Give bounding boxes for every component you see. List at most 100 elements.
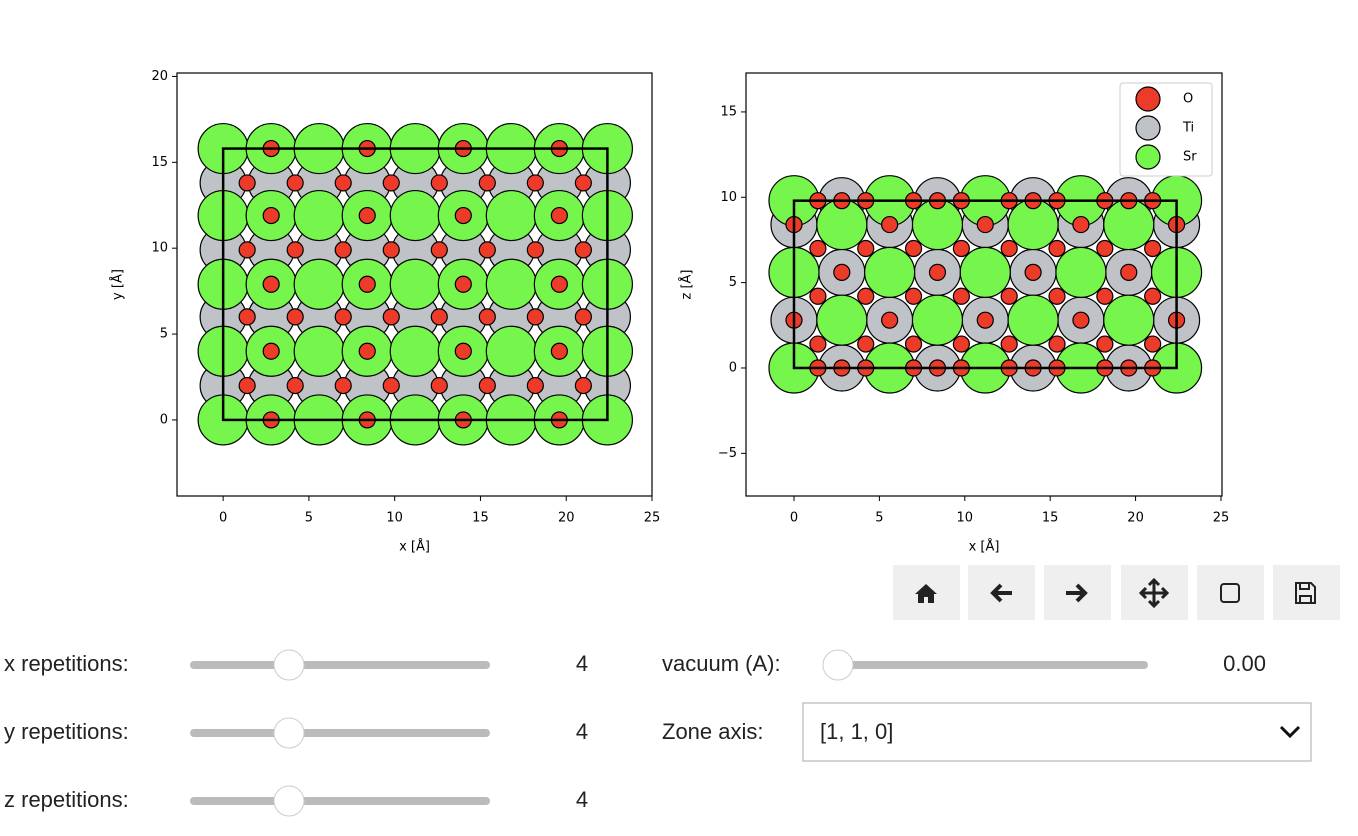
zone-axis-label: Zone axis:: [662, 719, 764, 744]
y-axis-label: y [Å]: [110, 269, 126, 300]
atom: [485, 189, 537, 242]
atom: [1096, 335, 1114, 353]
atom: [430, 376, 448, 395]
pan-icon: [1138, 577, 1170, 609]
atom: [904, 239, 923, 258]
atom: [526, 174, 544, 192]
atom: [478, 376, 496, 395]
atom: [952, 287, 970, 305]
atom: [1000, 239, 1018, 258]
atom: [238, 241, 256, 259]
atom: [857, 287, 875, 305]
slider-value: 4: [576, 651, 588, 676]
atom: [1048, 287, 1066, 305]
y-tick-label: 5: [729, 275, 737, 290]
atom: [1144, 239, 1162, 258]
atom: [430, 308, 448, 326]
atom: [262, 206, 280, 225]
x-tick-label: 15: [1042, 511, 1059, 526]
atom: [904, 287, 923, 305]
atom: [382, 174, 400, 192]
legend-label: Ti: [1182, 121, 1194, 136]
atom: [238, 308, 256, 326]
y-tick-label: 15: [151, 155, 168, 170]
atom: [952, 335, 970, 353]
toolbar: [893, 565, 1340, 620]
atom: [454, 206, 472, 225]
atom: [389, 325, 441, 377]
atom: [928, 263, 947, 281]
atom: [816, 294, 868, 346]
atom: [904, 335, 923, 353]
legend-marker: [1135, 144, 1161, 170]
atom: [293, 189, 345, 242]
axes-frame: [176, 72, 653, 497]
slider-label: x repetitions:: [4, 651, 129, 676]
atom: [286, 376, 304, 395]
slider-track: [190, 729, 490, 737]
y-tick-label: 20: [151, 69, 168, 84]
zone-axis-dropdown[interactable]: [802, 702, 1312, 762]
atom: [382, 376, 400, 395]
slider-handle[interactable]: [273, 649, 305, 681]
atom: [976, 215, 994, 234]
atom: [478, 241, 496, 259]
vacuum-value: 0.00: [1223, 651, 1266, 676]
y-axis-label: z [Å]: [679, 270, 695, 300]
unit-cell: [221, 147, 609, 422]
atom: [809, 335, 827, 353]
atom: [485, 325, 537, 377]
atom: [526, 241, 544, 259]
atom: [911, 294, 964, 346]
vacuum-track: [836, 661, 1148, 669]
slider-track: [190, 797, 490, 805]
points: [768, 175, 1203, 394]
atom: [1055, 246, 1107, 298]
x-tick-label: 10: [957, 511, 974, 526]
atom: [382, 308, 400, 326]
vacuum-handle[interactable]: [822, 649, 854, 681]
atom: [1007, 294, 1059, 346]
y-tick-label: 10: [720, 190, 737, 205]
atom: [1144, 287, 1162, 305]
y-tick-label: 0: [729, 360, 737, 375]
atom: [389, 189, 441, 242]
slider-track: [190, 661, 490, 669]
atom: [382, 241, 400, 259]
axes-frame: [745, 72, 1223, 497]
x-tick-label: 0: [219, 511, 227, 526]
x-tick-label: 0: [790, 511, 798, 526]
x-axis-label: x [Å]: [969, 539, 1000, 555]
atom: [485, 258, 537, 310]
atom: [430, 174, 448, 192]
atom: [238, 376, 256, 395]
slider-handle[interactable]: [273, 717, 305, 749]
atom: [857, 335, 875, 353]
atom: [293, 325, 345, 377]
y-tick-label: 5: [160, 327, 168, 342]
atom: [574, 308, 592, 326]
slider-handle[interactable]: [273, 785, 305, 817]
atom: [574, 241, 592, 259]
atom: [286, 308, 304, 326]
slider-label: z repetitions:: [4, 787, 129, 812]
plot: 0 5 10 15 20 25 0 5 10 15 20 x [Å] y [Å]: [110, 69, 661, 555]
zoom-button[interactable]: [1197, 565, 1264, 620]
atom: [976, 311, 994, 329]
atom: [857, 239, 875, 258]
home-icon: [915, 584, 937, 603]
x-tick-label: 5: [305, 511, 313, 526]
atom: [286, 241, 304, 259]
atom: [574, 174, 592, 192]
atom: [833, 263, 851, 281]
atom: [526, 308, 544, 326]
atom: [478, 308, 496, 326]
atom: [550, 206, 568, 225]
y-tick-label: −5: [718, 446, 737, 461]
atom: [809, 287, 827, 305]
atom: [334, 376, 352, 395]
save-button[interactable]: [1273, 565, 1340, 620]
forward-icon: [1066, 583, 1088, 603]
dropdown-arrow: [1279, 725, 1301, 739]
slider-value: 4: [576, 719, 588, 744]
